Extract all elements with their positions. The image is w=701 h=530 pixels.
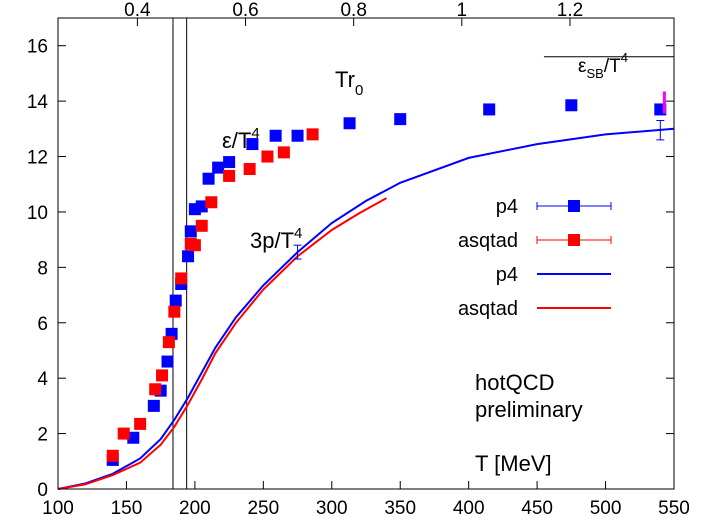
x-tick-label-250: 250 [247,498,279,519]
point-asqtad-12 [223,169,236,182]
point-p4-15 [246,138,259,151]
x-tick-label-450: 450 [521,498,553,519]
curve-asqtad [57,197,387,490]
point-asqtad-14 [261,150,274,163]
top-tick-label-4: 1.2 [557,0,583,21]
axes-layer: 100 150 200 250 300 350 400 450 500 550 0 2 4 6 8 10 12 1… [27,0,690,519]
curves-layer [57,127,675,490]
point-asqtad-5 [162,336,175,349]
note-line-2: preliminary [475,397,583,422]
y-tick-label-14: 14 [27,92,49,113]
energy-density-label: ε/T4 [222,125,260,153]
y-tick-label-8: 8 [37,258,48,279]
point-p4-16 [269,129,282,142]
y-tick-label-0: 0 [37,480,48,501]
x-tick-label-150: 150 [111,498,143,519]
point-asqtad-7 [175,272,188,285]
legend-label-p4-line: p4 [496,264,518,286]
point-asqtad-15 [277,146,290,159]
x-axis-label: T [MeV] [475,451,552,476]
point-p4-2 [147,399,160,412]
point-p4-12 [202,172,215,185]
legend-entry-p4-line: p4 [496,264,611,286]
y-tick-label-6: 6 [37,314,48,335]
legend-entry-p4-points: p4 [496,196,612,218]
point-p4-21 [565,99,578,112]
note-line-1: hotQCD [475,370,554,395]
x-tick-label-500: 500 [590,498,622,519]
point-p4-8 [182,250,195,263]
x-tick-label-400: 400 [453,498,485,519]
point-p4-20 [483,103,496,116]
point-asqtad-4 [156,369,169,382]
legend-entry-asqtad-points: asqtad [458,230,612,252]
stefan-boltzmann-label: εSB/T4 [578,50,628,81]
x-tick-label-300: 300 [316,498,348,519]
y-tick-label-2: 2 [37,425,48,446]
legend-label-asqtad-points: asqtad [458,230,518,252]
point-p4-18 [343,117,356,130]
point-p4-11 [195,200,208,213]
top-tick-label-3: 1 [457,0,468,21]
legend-entry-asqtad-line: asqtad [458,298,611,320]
pressure-label: 3p/T4 [250,225,302,253]
x-tick-label-550: 550 [658,498,690,519]
point-p4-4 [161,355,174,368]
error-bars-layer [293,91,666,260]
y-tick-label-12: 12 [27,148,48,169]
y-tick-label-10: 10 [27,203,48,224]
legend-marker-p4 [568,200,580,212]
top-axis-label: Tr0 [335,67,363,99]
point-p4-14 [223,156,236,169]
x-tick-label-100: 100 [42,498,74,519]
x-tick-label-350: 350 [384,498,416,519]
point-asqtad-0 [106,449,119,462]
y-tick-label-4: 4 [37,369,48,390]
point-asqtad-9 [188,239,201,252]
vertical-lines-layer [172,18,674,489]
top-tick-label-2: 0.8 [340,0,366,21]
point-p4-13 [212,161,225,174]
legend-marker-asqtad [568,234,580,246]
point-asqtad-11 [205,196,218,209]
point-asqtad-3 [149,383,162,396]
y-tick-label-16: 16 [27,37,48,58]
point-p4-6 [169,294,182,307]
point-p4-1 [127,431,140,444]
legend: p4 asqtad p4 asqtad [458,196,612,320]
point-asqtad-13 [243,162,256,175]
point-asqtad-10 [195,219,208,232]
point-p4-17 [291,129,304,142]
point-asqtad-16 [306,128,319,141]
curve-p4 [57,127,675,490]
legend-label-p4-points: p4 [496,196,518,218]
point-asqtad-2 [134,417,147,430]
point-p4-9 [184,225,197,238]
legend-label-asqtad-line: asqtad [458,298,518,320]
top-tick-label-1: 0.6 [232,0,258,21]
x-tick-label-200: 200 [179,498,211,519]
point-asqtad-6 [168,305,181,318]
plot-frame [57,17,675,490]
top-tick-label-0: 0.4 [124,0,151,21]
point-asqtad-1 [117,427,130,440]
point-p4-19 [394,113,407,126]
